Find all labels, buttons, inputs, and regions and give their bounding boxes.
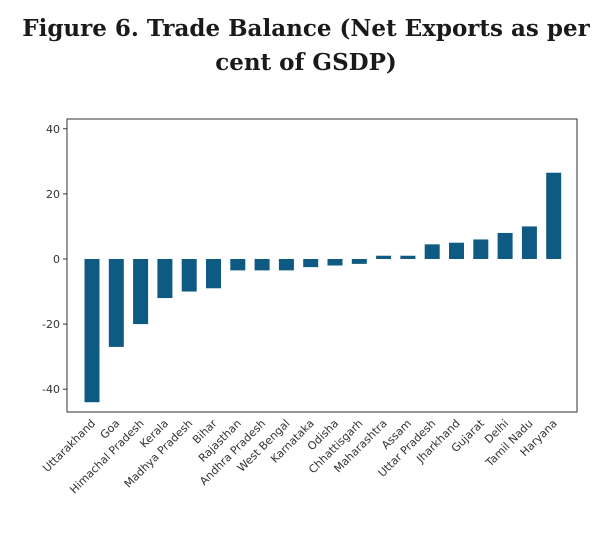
bar [230,258,246,271]
cropped-footer-text [0,526,612,541]
bar [521,226,537,259]
bar [424,244,440,259]
bar [133,258,149,325]
bar [376,255,392,259]
bar [206,258,221,289]
y-tick-label: -20 [42,318,60,331]
chart-title-line-2: cent of GSDP) [215,49,397,76]
bar [546,172,562,259]
bar [181,258,197,292]
bar [400,255,416,259]
bar [351,258,367,264]
chart-title: Figure 6. Trade Balance (Net Exports as … [0,12,612,80]
bars [84,172,562,403]
y-tick-label: 40 [46,123,60,136]
y-tick-label: 20 [46,188,60,201]
bar [254,258,270,271]
bar [278,258,294,271]
plot-frame [66,118,578,413]
bar [303,258,319,268]
bar [473,239,489,259]
bar [157,258,173,299]
y-axis: -40 -20 0 20 40 [42,123,67,396]
bar [449,242,464,259]
bar [497,232,513,259]
bar [84,258,100,403]
bar [327,258,343,266]
bar [108,258,124,347]
y-tick-label: 0 [53,253,60,266]
chart-title-line-1: Figure 6. Trade Balance (Net Exports as … [22,15,590,42]
y-tick-label: -40 [42,383,60,396]
